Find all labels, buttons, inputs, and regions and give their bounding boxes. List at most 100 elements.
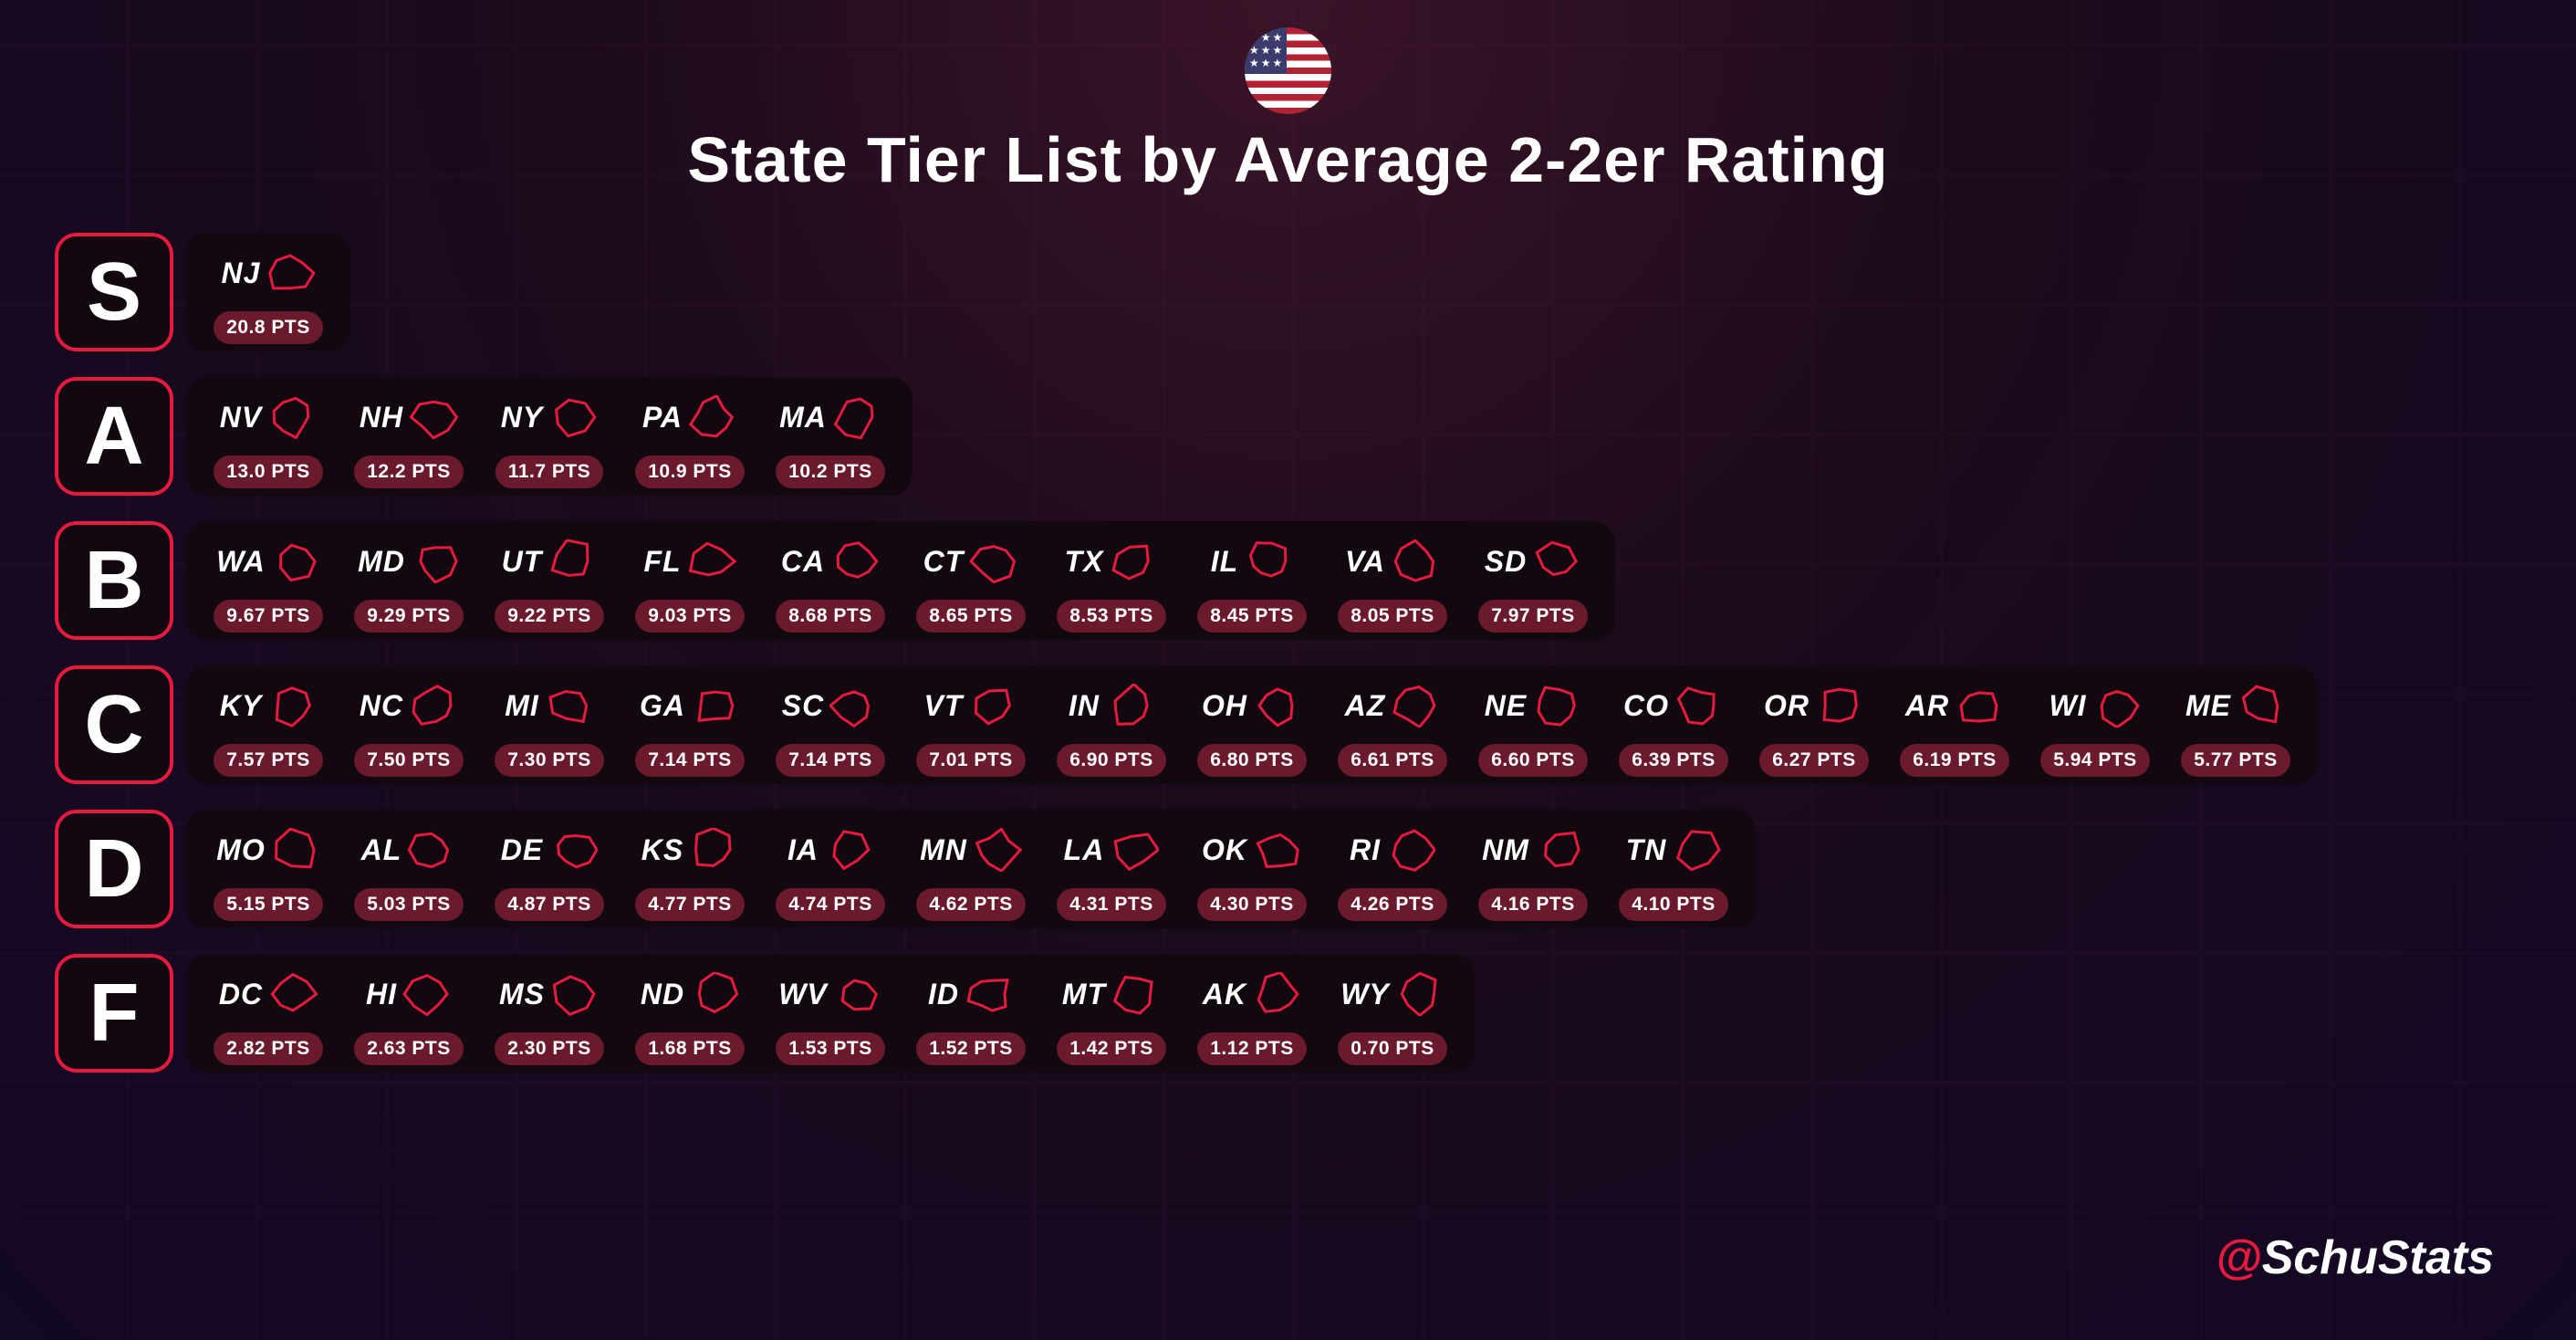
state-top: AZ (1345, 673, 1441, 738)
state-outline-icon (1674, 684, 1724, 728)
state-outline-icon (973, 828, 1022, 872)
tier-items: NJ20.8 PTS (186, 233, 350, 351)
state-abbr: VA (1345, 545, 1385, 579)
state-outline-icon (1386, 828, 1435, 872)
state-outline-icon (1111, 972, 1161, 1016)
state-top: SC (782, 673, 879, 738)
tier-items: WA9.67 PTSMD9.29 PTSUT9.22 PTSFL9.03 PTS… (186, 521, 1615, 640)
state-abbr: NC (360, 689, 403, 723)
tier-items: DC2.82 PTSHI2.63 PTSMS2.30 PTSND1.68 PTS… (186, 954, 1475, 1073)
tier-row-a: ANV13.0 PTSNH12.2 PTSNY11.7 PTSPA10.9 PT… (55, 377, 2521, 496)
state-top: OH (1202, 673, 1302, 738)
state-top: WV (778, 961, 882, 1027)
state-abbr: SD (1485, 545, 1527, 579)
pts-badge: 0.70 PTS (1338, 1032, 1447, 1065)
state-top: NJ (222, 240, 316, 306)
state-outline-icon (690, 972, 739, 1016)
state-top: IA (787, 817, 873, 883)
state-abbr: NY (501, 401, 543, 434)
state-top: NM (1482, 817, 1584, 883)
tier-label: F (55, 954, 173, 1073)
pts-badge: 4.62 PTS (916, 888, 1026, 921)
main-container: State Tier List by Average 2-2er Rating … (0, 0, 2576, 1340)
pts-badge: 7.57 PTS (214, 744, 323, 777)
state-abbr: WI (2049, 689, 2086, 723)
pts-badge: 2.30 PTS (495, 1032, 604, 1065)
state-card-al: AL5.03 PTS (341, 817, 476, 921)
pts-badge: 10.9 PTS (635, 455, 745, 488)
state-outline-icon (1109, 539, 1158, 583)
state-abbr: KS (641, 833, 683, 867)
state-top: OR (1764, 673, 1864, 738)
state-abbr: RI (1350, 833, 1381, 867)
state-abbr: AK (1203, 978, 1246, 1011)
state-card-ut: UT9.22 PTS (482, 529, 617, 633)
state-top: ID (928, 961, 1014, 1027)
state-abbr: MN (920, 833, 967, 867)
state-top: WA (216, 529, 320, 594)
state-outline-icon (833, 972, 882, 1016)
state-card-mt: MT 1.42 PTS (1044, 961, 1179, 1065)
state-abbr: TX (1065, 545, 1104, 579)
pts-badge: 4.31 PTS (1057, 888, 1166, 921)
state-card-az: AZ6.61 PTS (1325, 673, 1460, 777)
state-abbr: SC (782, 689, 824, 723)
pts-badge: 6.27 PTS (1759, 744, 1869, 777)
state-top: HI (366, 961, 452, 1027)
tier-label: C (55, 665, 173, 784)
state-top: IL (1211, 529, 1293, 594)
pts-badge: 1.42 PTS (1057, 1032, 1166, 1065)
state-card-wi: WI5.94 PTS (2028, 673, 2163, 777)
state-abbr: ID (928, 978, 959, 1011)
state-abbr: DC (219, 978, 263, 1011)
state-abbr: AR (1905, 689, 1949, 723)
state-top: MT (1062, 961, 1161, 1027)
tier-row-c: CKY7.57 PTSNC7.50 PTSMI7.30 PTSGA7.14 PT… (55, 665, 2521, 784)
state-abbr: TN (1626, 833, 1667, 867)
state-top: OK (1202, 817, 1302, 883)
pts-badge: 11.7 PTS (495, 455, 603, 488)
state-card-ok: OK4.30 PTS (1184, 817, 1319, 921)
state-top: NY (501, 384, 598, 450)
state-outline-icon (411, 539, 460, 583)
state-top: AR (1905, 673, 2004, 738)
state-card-tx: TX8.53 PTS (1044, 529, 1179, 633)
pts-badge: 8.68 PTS (776, 600, 885, 633)
pts-badge: 6.39 PTS (1619, 744, 1728, 777)
state-outline-icon (824, 828, 873, 872)
state-top: DC (219, 961, 318, 1027)
tier-row-b: BWA9.67 PTSMD9.29 PTSUT9.22 PTSFL9.03 PT… (55, 521, 2521, 640)
at-symbol: @ (2216, 1231, 2262, 1284)
state-outline-icon (687, 539, 736, 583)
state-abbr: AL (361, 833, 402, 867)
state-card-or: OR 6.27 PTS (1747, 673, 1882, 777)
state-top: UT (502, 529, 598, 594)
state-top: CA (781, 529, 880, 594)
state-outline-icon (548, 539, 597, 583)
state-top: NC (360, 673, 458, 738)
pts-badge: 6.60 PTS (1478, 744, 1588, 777)
pts-badge: 1.68 PTS (635, 1032, 745, 1065)
state-top: NH (360, 384, 458, 450)
header: State Tier List by Average 2-2er Rating (55, 27, 2521, 196)
pts-badge: 9.03 PTS (635, 600, 745, 633)
pts-badge: 8.65 PTS (916, 600, 1026, 633)
state-card-mo: MO5.15 PTS (201, 817, 336, 921)
state-outline-icon (1391, 539, 1440, 583)
state-card-nd: ND1.68 PTS (622, 961, 757, 1065)
state-top: WY (1340, 961, 1444, 1027)
state-card-mn: MN 4.62 PTS (903, 817, 1038, 921)
state-outline-icon (832, 395, 881, 439)
state-outline-icon (271, 539, 320, 583)
state-card-ct: CT8.65 PTS (903, 529, 1038, 633)
state-top: PA (642, 384, 737, 450)
state-top: MI (505, 673, 594, 738)
state-outline-icon (1532, 539, 1581, 583)
credit-handle: @SchuStats (2216, 1230, 2494, 1285)
state-card-ne: NE6.60 PTS (1465, 673, 1601, 777)
tier-items: NV13.0 PTSNH12.2 PTSNY11.7 PTSPA10.9 PTS… (186, 377, 913, 496)
state-card-ky: KY7.57 PTS (201, 673, 336, 777)
state-top: IN (1069, 673, 1154, 738)
state-card-ma: MA10.2 PTS (763, 384, 898, 488)
tier-row-f: FDC2.82 PTSHI2.63 PTSMS2.30 PTSND1.68 PT… (55, 954, 2521, 1073)
